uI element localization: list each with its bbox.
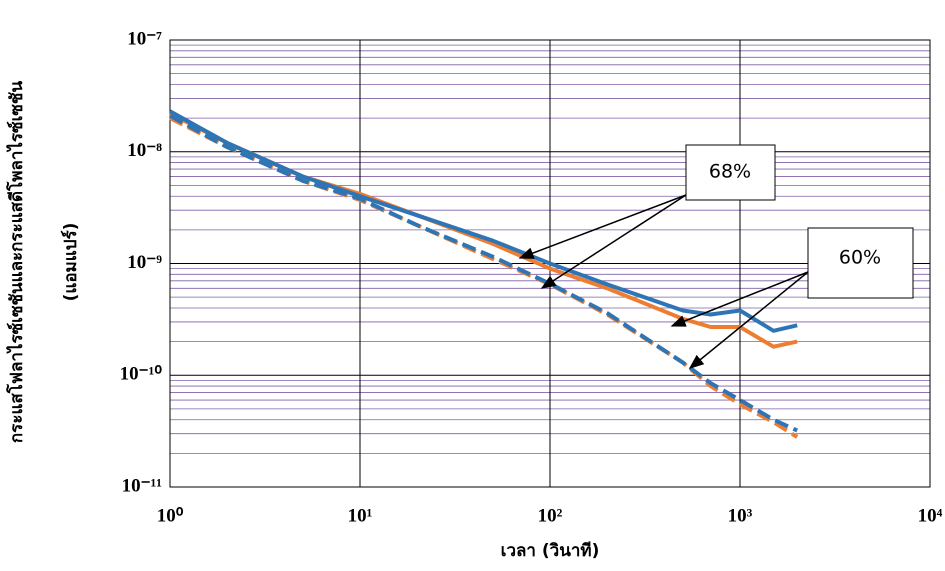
grid: 10⁻¹¹ 10⁻¹⁰ 10⁻⁹ 10⁻⁸ 10⁻⁷ 10⁰ 10¹ 10² 10³ 10⁴: [120, 28, 943, 526]
x-tick-label: 10⁴: [918, 505, 943, 526]
annotation-box: [807, 227, 914, 299]
y-axis-label: กระแสโฟลาไรซ์เซชันและกระแสดีโพลาไรซ์เซชั…: [6, 81, 27, 444]
annotation-box: [685, 144, 776, 201]
x-tick-label: 10³: [728, 505, 753, 526]
x-tick-label: 10¹: [348, 505, 373, 526]
annotation-60: 60%: [670, 227, 914, 369]
x-tick-label: 10⁰: [157, 505, 184, 526]
annotation-68: 68%: [518, 144, 776, 289]
x-axis-label: เวลา (วินาที): [501, 540, 600, 561]
y-tick-label: 10⁻⁹: [127, 252, 162, 273]
y-tick-label: 10⁻⁸: [127, 140, 162, 161]
arrow: [688, 271, 809, 369]
annotation-text: 68%: [709, 161, 751, 183]
annotation-text: 60%: [839, 247, 881, 269]
y-tick-label: 10⁻¹⁰: [120, 364, 163, 385]
arrow: [540, 194, 687, 289]
y-tick-label: 10⁻¹¹: [122, 475, 162, 496]
arrow: [670, 271, 809, 327]
x-tick-label: 10²: [538, 505, 563, 526]
y-axis-label: (แอมแปร์): [60, 223, 81, 302]
series-line: [169, 113, 799, 433]
y-tick-label: 10⁻⁷: [127, 28, 162, 49]
series-line: [169, 109, 798, 333]
arrow: [518, 194, 687, 259]
